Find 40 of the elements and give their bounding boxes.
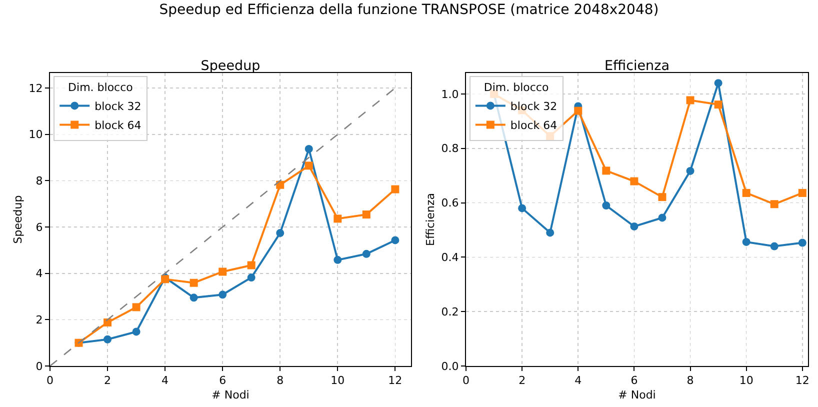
x-tick-label: 4 <box>162 374 169 388</box>
x-tick-label: 6 <box>219 374 226 388</box>
y-tick-label: 0.8 <box>441 142 459 156</box>
y-tick-label: 8 <box>36 174 43 188</box>
y-tick-label: 0.2 <box>441 305 459 318</box>
x-tick-label: 2 <box>104 374 112 388</box>
legend-label: block 64 <box>510 119 558 132</box>
x-tick-label: 10 <box>330 374 345 388</box>
x-tick-label: 0 <box>46 374 54 388</box>
y-tick-label: 0.4 <box>441 251 459 264</box>
y-tick-label: 0.0 <box>441 360 459 373</box>
x-tick-label: 8 <box>276 374 284 388</box>
y-tick-label: 2 <box>36 314 43 327</box>
x-tick-label: 12 <box>388 374 402 388</box>
x-tick-label: 2 <box>518 374 526 388</box>
y-axis-title: Speedup <box>11 195 24 244</box>
x-tick-label: 0 <box>462 374 470 388</box>
legend-label: block 32 <box>510 100 558 114</box>
chart-title: Speedup <box>200 58 260 74</box>
x-tick-label: 4 <box>574 374 582 388</box>
x-axis-title: # Nodi <box>212 388 250 402</box>
y-tick-label: 12 <box>28 82 43 95</box>
y-tick-label: 10 <box>28 128 43 142</box>
legend-label: block 32 <box>94 100 142 114</box>
y-axis-title: Efficienza <box>424 193 437 246</box>
legend-title: Dim. blocco <box>484 81 549 94</box>
x-tick-label: 8 <box>686 374 694 388</box>
y-tick-label: 1.0 <box>441 88 459 101</box>
legend-label: block 64 <box>94 119 142 132</box>
x-tick-label: 6 <box>630 374 638 388</box>
text: Speedup ed Efficienza della funzione TRANSPOSE (matrice 2048x2048) <box>158 1 660 20</box>
x-axis-title: # Nodi <box>618 388 656 402</box>
legend-title: Dim. blocco <box>68 81 134 94</box>
x-tick-label: 12 <box>795 374 810 388</box>
y-tick-label: 0 <box>36 360 43 373</box>
x-tick-label: 10 <box>739 374 754 388</box>
chart-title: Efficienza <box>604 58 670 74</box>
y-tick-label: 4 <box>36 267 43 280</box>
y-tick-label: 6 <box>36 220 43 234</box>
y-tick-label: 0.6 <box>441 196 459 210</box>
